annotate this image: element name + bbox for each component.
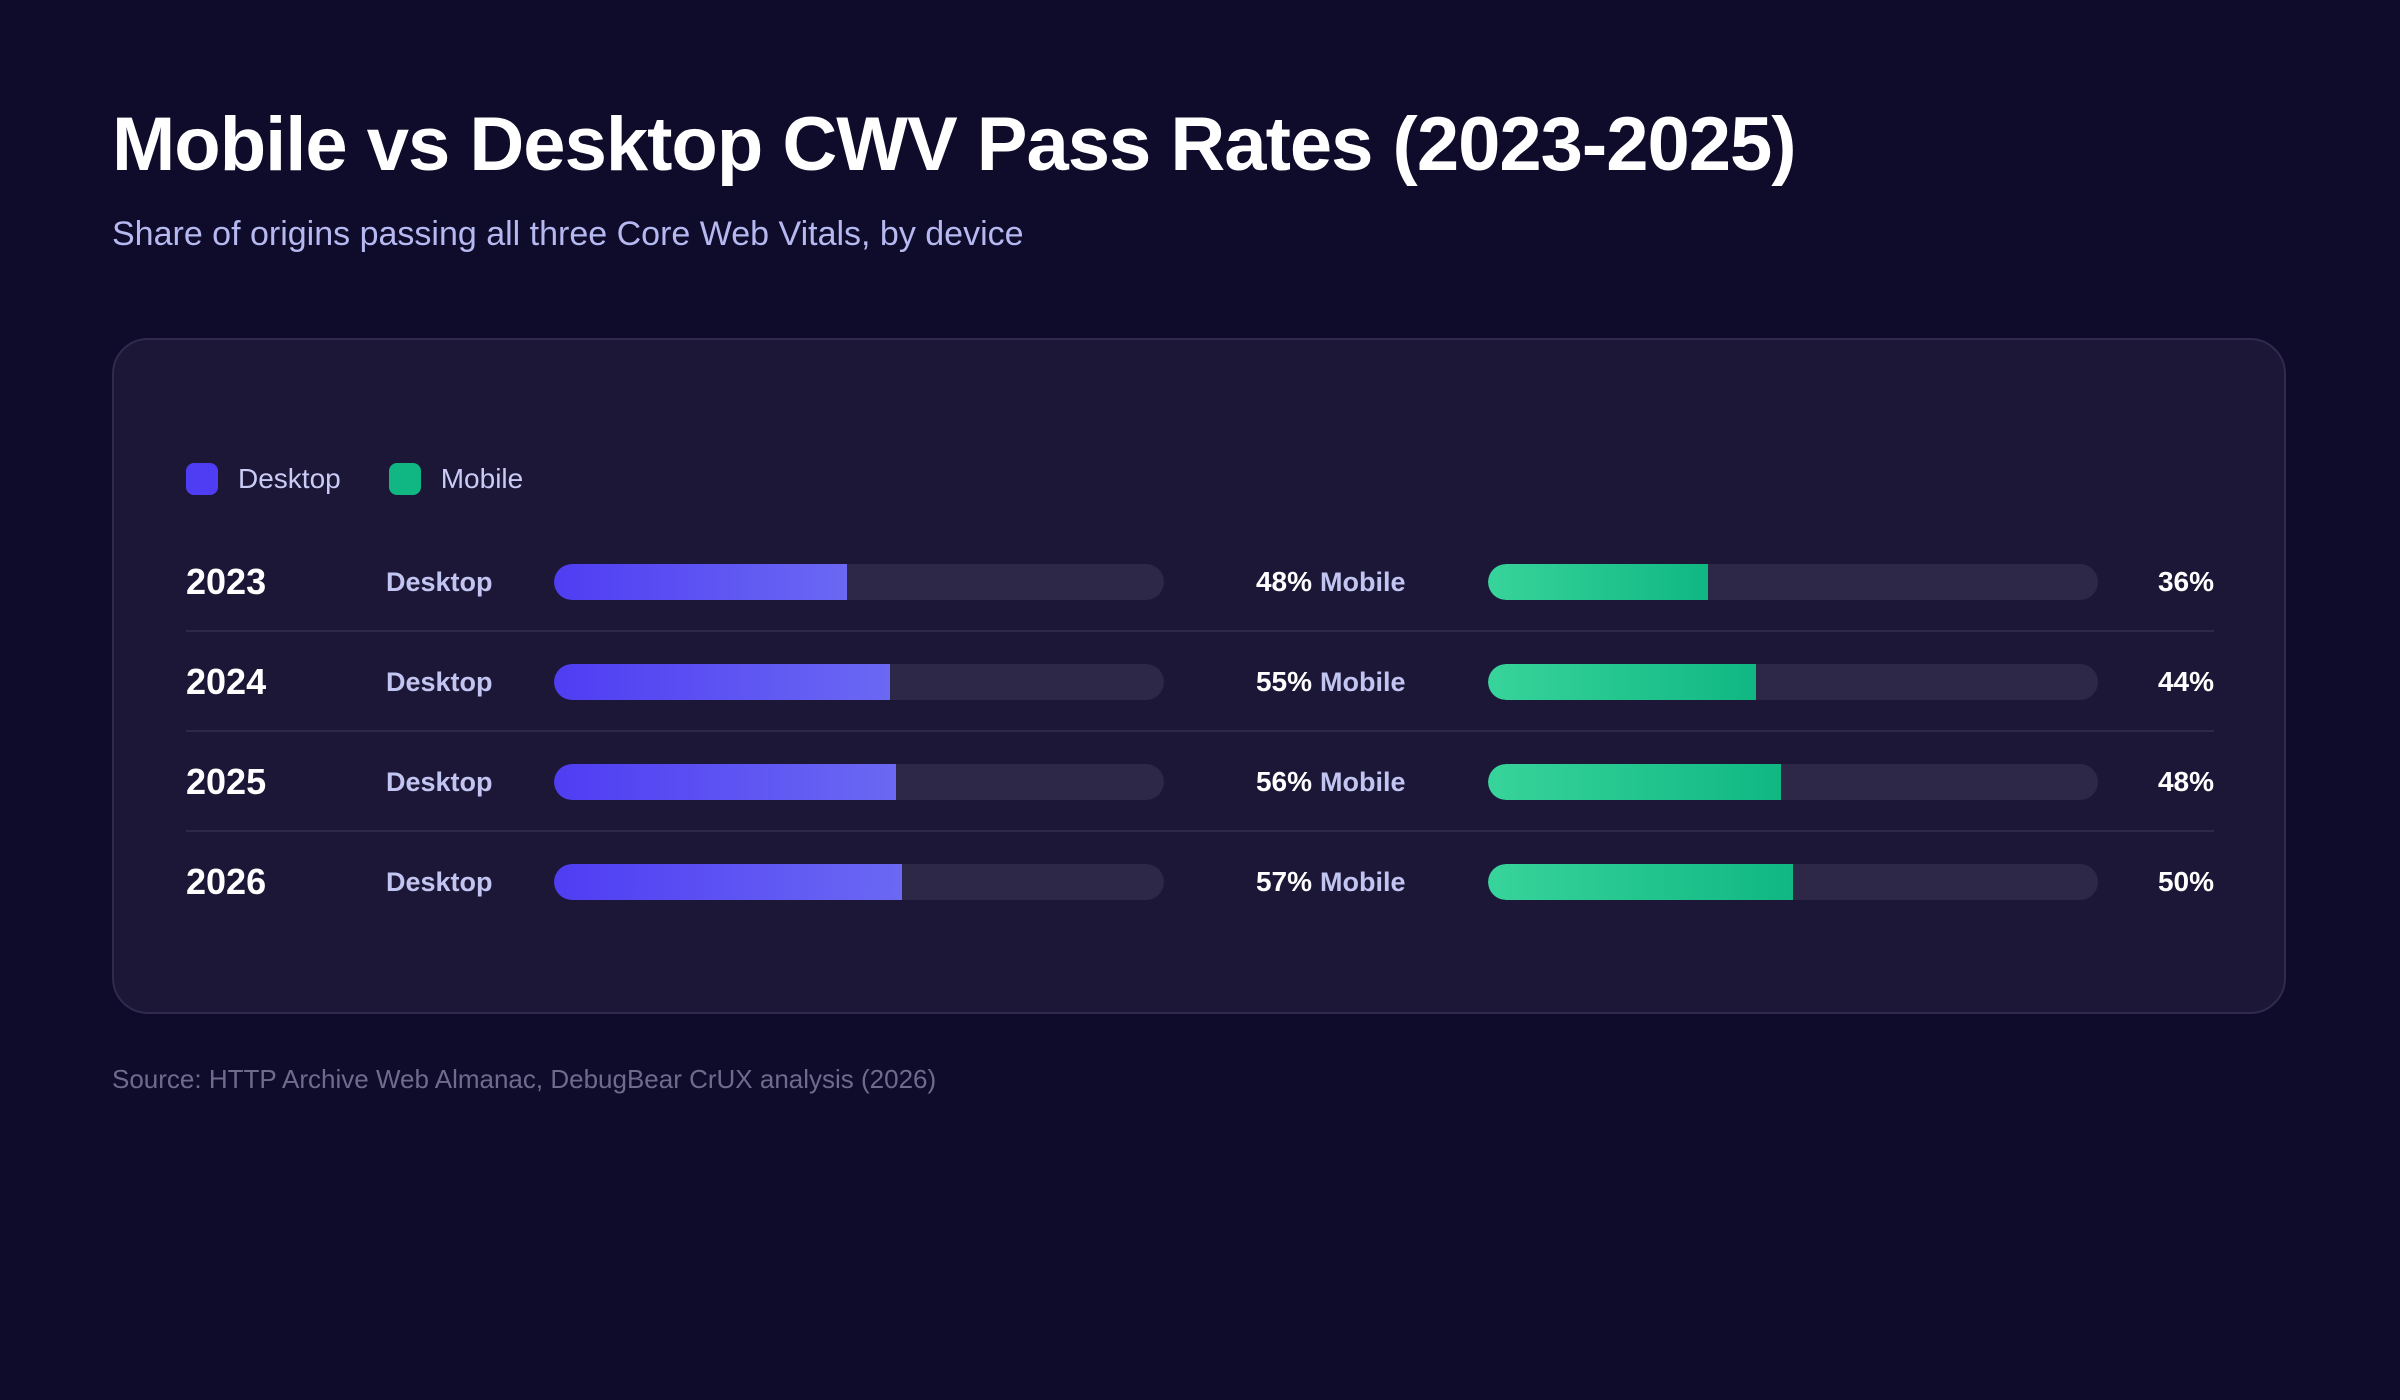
desktop-value-label: 57% [1255,866,1312,897]
desktop-bar-track [554,564,1164,600]
mobile-bar-track [1488,764,2098,800]
desktop-row-label: Desktop [386,667,493,697]
mobile-value-label: 50% [2157,866,2214,897]
year-row: 2026 Desktop 57% Mobile 50% [186,832,2214,932]
mobile-bar [1488,564,1708,600]
desktop-value-label: 55% [1255,666,1312,697]
chart-subtitle: Share of origins passing all three Core … [112,215,1024,253]
legend-label-mobile: Mobile [440,463,524,494]
desktop-bar [554,764,896,800]
desktop-row-label: Desktop [386,867,493,897]
chart-card: Desktop Mobile 2023 Desktop 48% Mobile 3… [112,338,2286,1014]
desktop-bar-track [554,664,1164,700]
desktop-bar [554,864,902,900]
mobile-row-label: Mobile [1320,867,1406,897]
year-row: 2025 Desktop 56% Mobile 48% [186,732,2214,832]
desktop-bar-track [554,764,1164,800]
desktop-value-label: 48% [1255,566,1312,597]
mobile-bar [1488,864,1793,900]
legend-label-desktop: Desktop [238,463,341,494]
mobile-row-label: Mobile [1320,767,1406,797]
mobile-bar [1488,664,1757,700]
desktop-row-label: Desktop [386,567,493,597]
legend-swatch-desktop [186,463,218,495]
desktop-bar [554,664,890,700]
mobile-value-label: 36% [2157,566,2214,597]
chart-title: Mobile vs Desktop CWV Pass Rates (2023-2… [112,102,1797,187]
legend-item-mobile: Mobile [388,463,524,495]
legend-swatch-mobile [388,463,421,495]
year-row: 2024 Desktop 55% Mobile 44% [186,632,2214,732]
desktop-row-label: Desktop [386,767,493,797]
year-row: 2023 Desktop 48% Mobile 36% [186,532,2214,632]
chart-rows: 2023 Desktop 48% Mobile 36% 2024 Desktop… [186,532,2214,932]
year-label: 2026 [186,861,267,902]
year-label: 2024 [186,661,267,702]
legend-item-desktop: Desktop [186,463,341,495]
mobile-bar [1488,764,1781,800]
year-label: 2025 [186,761,267,802]
mobile-row-label: Mobile [1320,567,1406,597]
source-note: Source: HTTP Archive Web Almanac, DebugB… [112,1064,937,1094]
mobile-bar-track [1488,664,2098,700]
desktop-value-label: 56% [1255,766,1312,797]
chart-legend: Desktop Mobile [186,463,571,495]
mobile-value-label: 44% [2157,666,2214,697]
desktop-bar-track [554,864,1164,900]
year-label: 2023 [186,561,267,602]
mobile-bar-track [1488,564,2098,600]
desktop-bar [554,564,847,600]
mobile-bar-track [1488,864,2098,900]
mobile-value-label: 48% [2157,766,2214,797]
mobile-row-label: Mobile [1320,667,1406,697]
